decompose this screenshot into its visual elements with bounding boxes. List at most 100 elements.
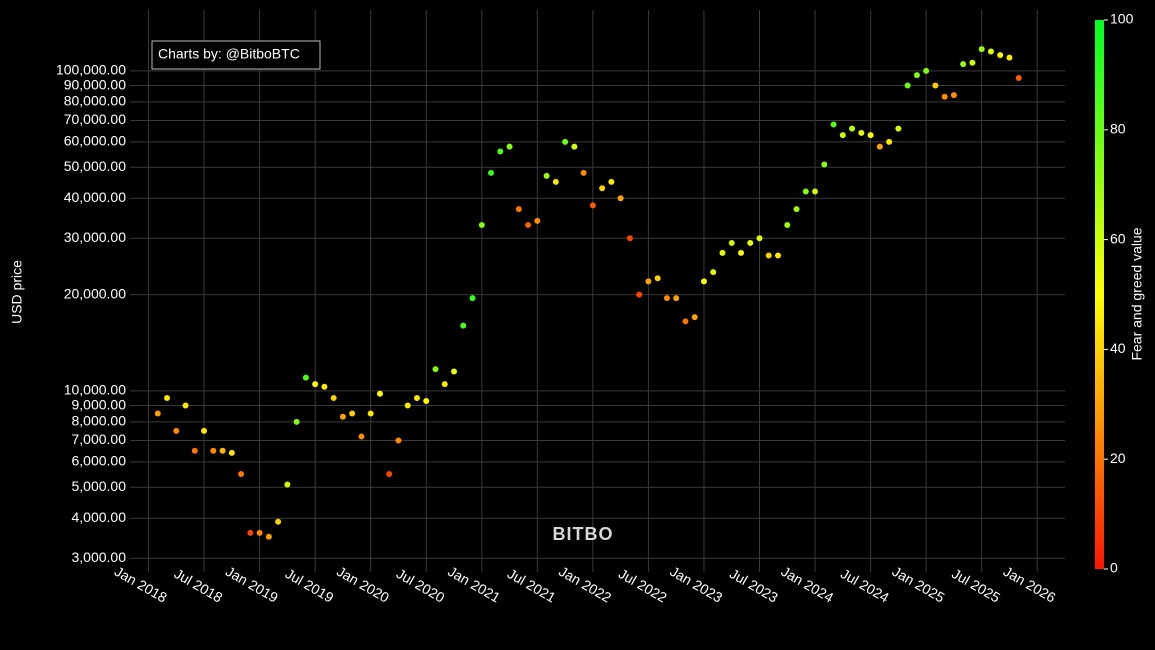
point	[173, 427, 180, 434]
point	[904, 82, 911, 89]
point	[376, 390, 383, 397]
point	[895, 125, 902, 132]
point	[201, 427, 208, 434]
grid	[130, 10, 1065, 572]
y-tick-label: 5,000.00	[72, 478, 127, 494]
point	[191, 447, 198, 454]
point	[210, 447, 217, 454]
point	[460, 322, 467, 329]
watermark: BITBO	[553, 524, 614, 544]
point	[284, 481, 291, 488]
point	[793, 206, 800, 213]
point	[219, 447, 226, 454]
point	[978, 46, 985, 53]
point	[608, 178, 615, 185]
point	[358, 433, 365, 440]
point	[506, 143, 513, 150]
point	[228, 449, 235, 456]
point	[182, 402, 189, 409]
point	[673, 295, 680, 302]
point	[451, 368, 458, 375]
point	[802, 188, 809, 195]
point	[534, 217, 541, 224]
point	[339, 413, 346, 420]
point	[737, 249, 744, 256]
point	[275, 518, 282, 525]
point	[562, 138, 569, 145]
point	[599, 185, 606, 192]
y-tick-label: 9,000.00	[72, 396, 127, 412]
point	[321, 383, 328, 390]
colorbar-tick-label: 40	[1110, 340, 1126, 356]
point	[413, 395, 420, 402]
point	[858, 129, 865, 136]
point	[302, 374, 309, 381]
point	[386, 470, 393, 477]
point	[478, 221, 485, 228]
point	[913, 72, 920, 79]
point	[312, 381, 319, 388]
point	[969, 59, 976, 66]
y-tick-label: 10,000.00	[64, 382, 126, 398]
point	[617, 195, 624, 202]
y-tick-label: 70,000.00	[64, 111, 126, 127]
point	[488, 169, 495, 176]
colorbar-tick-label: 0	[1110, 560, 1118, 576]
y-tick-label: 20,000.00	[64, 285, 126, 301]
point	[886, 138, 893, 145]
point	[849, 125, 856, 132]
point	[923, 67, 930, 74]
point	[960, 61, 967, 68]
point	[395, 437, 402, 444]
point	[497, 148, 504, 155]
point	[645, 278, 652, 285]
point	[932, 82, 939, 89]
annotation: Charts by: @BitboBTC	[158, 46, 300, 62]
point	[830, 121, 837, 128]
point	[238, 470, 245, 477]
annotation-box	[151, 40, 321, 70]
point	[682, 318, 689, 325]
point	[349, 410, 356, 417]
colorbar-title: Fear and greed value	[1129, 227, 1145, 360]
point	[525, 221, 532, 228]
y-tick-label: 80,000.00	[64, 93, 126, 109]
point	[1015, 75, 1022, 82]
point	[710, 269, 717, 276]
y-tick-label: 30,000.00	[64, 229, 126, 245]
point	[719, 249, 726, 256]
point	[775, 252, 782, 259]
point	[404, 402, 411, 409]
point	[367, 410, 374, 417]
y-tick-label: 50,000.00	[64, 158, 126, 174]
point	[552, 178, 559, 185]
point	[987, 48, 994, 55]
point	[580, 169, 587, 176]
point	[663, 295, 670, 302]
point	[747, 239, 754, 246]
point	[515, 206, 522, 213]
point	[700, 278, 707, 285]
y-tick-label: 4,000.00	[72, 509, 127, 525]
y-tick-label: 60,000.00	[64, 133, 126, 149]
point	[154, 410, 161, 417]
point	[330, 395, 337, 402]
point	[876, 143, 883, 150]
point	[941, 93, 948, 100]
y-tick-label: 8,000.00	[72, 413, 127, 429]
point	[728, 239, 735, 246]
point	[784, 221, 791, 228]
point	[589, 202, 596, 209]
point	[950, 92, 957, 99]
y-tick-label: 40,000.00	[64, 189, 126, 205]
point	[839, 132, 846, 139]
point	[812, 188, 819, 195]
y-tick-label: 3,000.00	[72, 549, 127, 565]
colorbar-tick-label: 60	[1110, 230, 1126, 246]
y-tick-label: 6,000.00	[72, 453, 127, 469]
point	[571, 143, 578, 150]
point	[821, 161, 828, 168]
